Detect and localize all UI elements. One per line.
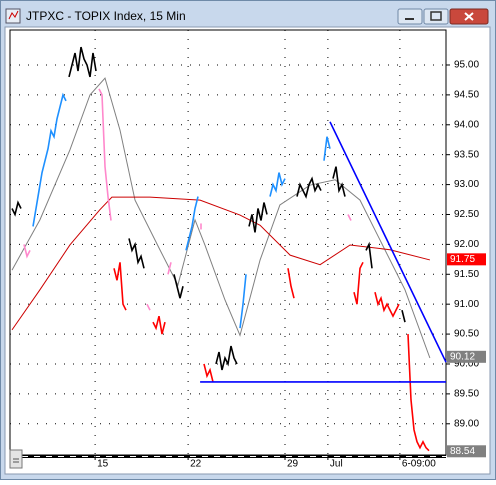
- price-segment: [365, 241, 373, 269]
- close-glyph: [464, 12, 474, 21]
- price-segment: [353, 261, 364, 305]
- price-segment: [296, 176, 322, 199]
- y-tick-label: 90.00: [454, 359, 479, 370]
- price-segment: [407, 334, 430, 452]
- window-title: JTPXC - TOPIX Index, 15 Min: [26, 9, 186, 23]
- y-tick-label: 89.50: [454, 389, 479, 400]
- x-tick-label: 22: [190, 459, 202, 470]
- moving-average: [11, 77, 431, 359]
- price-segment: [287, 268, 295, 299]
- price-segment: [401, 309, 406, 323]
- price-segment: [23, 244, 31, 259]
- price-label-box: [447, 350, 486, 363]
- price-label: 88.54: [450, 446, 475, 457]
- price-segment: [113, 262, 127, 311]
- x-tick-label: 29: [287, 459, 299, 470]
- price-label-box: [447, 253, 486, 266]
- price-segment: [203, 363, 214, 383]
- x-tick-label: Jul: [330, 459, 343, 470]
- price-segment: [347, 214, 352, 221]
- maximize-button[interactable]: [423, 8, 449, 25]
- price-segment: [173, 274, 184, 299]
- price-segment: [128, 238, 145, 269]
- price-segment: [215, 345, 238, 371]
- moving-average: [11, 196, 431, 331]
- window-icon-glyph: [8, 10, 19, 20]
- price-segment: [146, 303, 151, 311]
- y-tick-label: 93.00: [454, 179, 479, 190]
- price-segment: [323, 136, 331, 161]
- minimize-button[interactable]: [397, 8, 423, 25]
- y-tick-label: 91.00: [454, 299, 479, 310]
- price-segment: [98, 88, 112, 221]
- price-segment: [152, 315, 166, 335]
- window-icon: [5, 8, 21, 24]
- price-segment: [239, 274, 247, 329]
- price-segment: [68, 46, 97, 78]
- y-tick-label: 89.00: [454, 418, 479, 429]
- price-label-box: [447, 445, 486, 458]
- price-segment: [248, 202, 268, 233]
- price-segment: [32, 92, 67, 227]
- plot-area: [9, 29, 447, 456]
- price-label: 90.12: [450, 351, 475, 362]
- price-segment: [374, 292, 400, 318]
- x-tick-label: 6-09:00: [402, 459, 436, 470]
- y-tick-label: 93.50: [454, 149, 479, 160]
- price-segment: [269, 172, 286, 197]
- y-tick-label: 91.50: [454, 269, 479, 280]
- y-tick-label: 94.50: [454, 90, 479, 101]
- price-segment: [11, 200, 22, 217]
- y-tick-label: 92.50: [454, 209, 479, 220]
- trendline: [329, 121, 447, 363]
- maximize-glyph: [430, 11, 442, 21]
- price-segment: [185, 196, 199, 251]
- y-tick-label: 95.00: [454, 60, 479, 71]
- price-segment: [332, 166, 346, 197]
- y-tick-label: 92.00: [454, 239, 479, 250]
- y-tick-label: 94.00: [454, 119, 479, 130]
- y-tick-label: 90.50: [454, 329, 479, 340]
- x-tick-label: 15: [97, 459, 109, 470]
- price-segment: [167, 262, 172, 275]
- price-label: 91.75: [450, 254, 475, 265]
